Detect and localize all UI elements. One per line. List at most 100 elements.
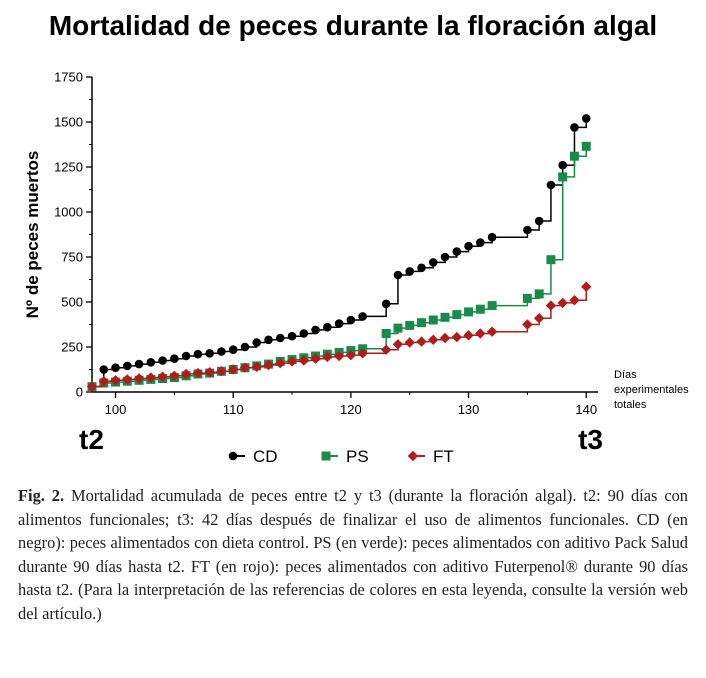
y-tick-label: 500 (61, 295, 83, 310)
y-tick-label: 0 (76, 385, 83, 400)
data-point-ft (298, 355, 310, 366)
data-point-cd (358, 312, 367, 321)
data-point-ps (546, 255, 556, 265)
data-point-ps (569, 151, 579, 161)
data-point-ft (275, 358, 286, 369)
data-point-cd (170, 354, 179, 364)
time-markers: t2 t3 (79, 424, 603, 455)
data-point-ft (451, 331, 462, 343)
data-point-cd (417, 263, 426, 273)
y-tick-label: 1250 (54, 160, 83, 175)
x-axis-label-line: totales (614, 399, 647, 411)
y-tick-label: 250 (61, 340, 83, 355)
data-point-ft (581, 281, 592, 292)
data-point-ft (180, 368, 192, 380)
data-point-ft (333, 350, 345, 362)
x-axis-label-line: experimentales (614, 384, 689, 396)
data-point-cd (452, 247, 462, 256)
data-point-ps (581, 141, 591, 151)
data-point-ps (534, 289, 544, 299)
data-point-ps (558, 172, 568, 182)
figure-caption: Fig. 2. Mortalidad acumulada de peces en… (18, 484, 688, 626)
marker-t3: t3 (578, 424, 603, 455)
legend: CD PS FT (228, 447, 454, 466)
data-point-ft (569, 295, 580, 306)
data-point-ps (464, 307, 474, 317)
data-point-cd (158, 356, 167, 365)
y-tick-label: 1750 (54, 70, 83, 85)
data-point-cd (287, 331, 297, 341)
data-point-cd (487, 232, 497, 242)
data-point-cd (570, 123, 579, 132)
data-point-ft (463, 330, 474, 341)
data-point-cd (228, 345, 238, 355)
chart-title: Mortalidad de peces durante la floración… (48, 10, 658, 41)
data-point-ps (487, 301, 497, 311)
legend-marker-ft (407, 450, 419, 462)
axes-layer: 0 250 500 750 1000 1250 1500 1750 100 110 120 130 14… (23, 70, 689, 418)
data-point-ps (452, 310, 462, 320)
legend-marker-ps (321, 451, 331, 461)
data-point-ft (251, 361, 262, 372)
legend-label-ps: PS (346, 447, 369, 466)
data-point-cd (381, 299, 391, 309)
data-point-ft (110, 375, 121, 386)
data-point-ps (522, 293, 532, 303)
caption-text: Mortalidad acumulada de peces entre t2 y… (18, 486, 688, 623)
data-point-ps (475, 304, 485, 314)
data-point-ft (239, 362, 251, 373)
data-point-ps (428, 315, 438, 325)
data-point-cd (346, 315, 356, 325)
data-point-ft (322, 351, 333, 363)
x-tick-label: 130 (458, 402, 480, 417)
data-point-ft (404, 337, 415, 348)
data-point-cd (581, 114, 591, 123)
data-point-cd (299, 329, 309, 338)
data-point-ft (169, 370, 180, 381)
caption-label: Fig. 2. (18, 486, 65, 505)
x-tick-label: 140 (575, 402, 597, 417)
x-tick-label: 100 (105, 402, 127, 417)
y-axis-label: Nº de peces muertos (23, 151, 42, 319)
data-point-cd (523, 225, 532, 235)
y-tick-label: 750 (61, 250, 83, 265)
series-line-cd (92, 118, 587, 388)
data-point-ft (204, 367, 215, 378)
data-point-ft (522, 319, 533, 330)
data-point-cd (405, 267, 415, 276)
data-point-ft (439, 332, 451, 344)
data-point-cd (464, 241, 473, 251)
data-point-cd (393, 270, 403, 280)
data-point-cd (99, 365, 109, 374)
data-point-cd (311, 325, 320, 335)
data-point-ft (98, 376, 109, 387)
x-tick-label: 120 (340, 402, 362, 417)
data-point-ft (133, 373, 145, 384)
x-tick-label: 110 (223, 402, 244, 417)
data-point-ps (405, 320, 415, 330)
y-tick-label: 1000 (54, 205, 83, 220)
data-point-cd (111, 363, 120, 373)
data-point-ft (228, 364, 239, 375)
data-point-ft (345, 349, 357, 361)
data-point-ft (392, 339, 404, 350)
data-point-ps (440, 312, 450, 322)
data-point-ft (122, 374, 133, 385)
data-point-cd (252, 338, 262, 347)
data-point-cd (264, 335, 273, 345)
marker-t2: t2 (79, 424, 104, 455)
data-point-ft (286, 356, 298, 367)
data-point-cd (275, 333, 285, 343)
data-point-cd (428, 258, 438, 267)
data-point-cd (217, 347, 226, 356)
data-point-cd (123, 361, 132, 371)
series-cd (87, 114, 591, 391)
data-point-cd (240, 342, 250, 352)
data-point-ft (216, 366, 227, 377)
data-point-cd (534, 216, 544, 226)
legend-label-ft: FT (433, 447, 454, 466)
data-point-ps (416, 318, 426, 328)
chart-area: 0 250 500 750 1000 1250 1500 1750 100 110 120 130 14… (23, 70, 689, 467)
data-point-cd (476, 238, 485, 247)
data-point-cd (334, 319, 344, 328)
